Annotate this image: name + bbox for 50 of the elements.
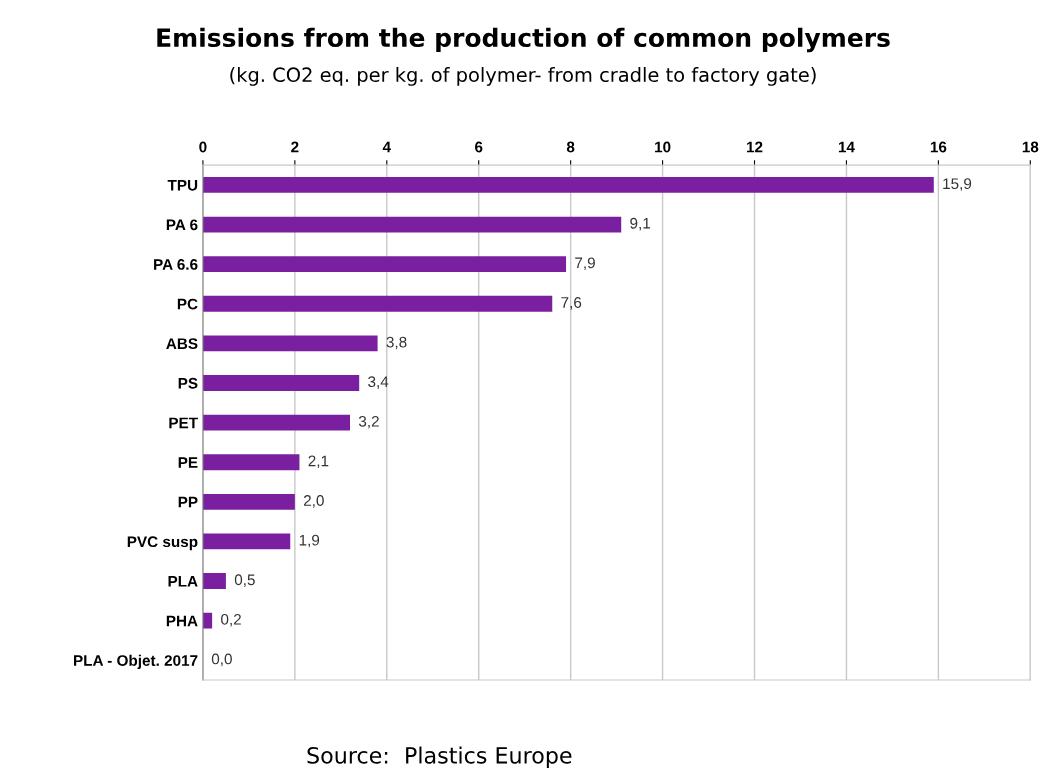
data-label: 2,0 (303, 495, 324, 508)
bar (202, 493, 295, 510)
bar (202, 295, 553, 312)
data-label: 3,8 (386, 336, 407, 350)
y-tick-label: PHA (166, 615, 198, 627)
data-label: 2,1 (308, 455, 329, 469)
y-tick-label: PLA (168, 576, 198, 587)
x-tick-label: 0 (199, 141, 207, 153)
y-tick-label: PC (177, 298, 198, 310)
chart-title: Emissions from the production of common polymers (157, 27, 890, 53)
data-label: 3,2 (358, 415, 379, 429)
data-label: 15,9 (943, 178, 972, 191)
bar (202, 375, 360, 391)
data-label: 0,0 (211, 653, 232, 667)
data-label: 7,6 (561, 297, 582, 310)
y-tick-label: PE (178, 457, 198, 468)
x-tick-label: 6 (475, 141, 483, 153)
y-tick-label: PS (178, 377, 198, 389)
x-tick-label: 16 (930, 141, 947, 153)
x-tick-label: 10 (655, 141, 671, 153)
bar (202, 216, 622, 233)
data-label: 0,5 (234, 574, 255, 587)
bar (202, 573, 226, 589)
y-tick-label: PVC susp (127, 536, 198, 551)
bar (202, 414, 351, 431)
x-tick-label: 8 (566, 141, 575, 153)
x-tick-label: 12 (746, 141, 763, 153)
y-tick-label: PET (169, 417, 198, 429)
x-tick-label: 18 (1022, 141, 1039, 153)
y-tick-label: PP (178, 496, 198, 508)
data-label: 9,1 (630, 217, 651, 231)
y-tick-label: PLA - Objet. 2017 (74, 654, 198, 669)
data-label: 3,4 (368, 376, 389, 389)
data-label: 0,2 (221, 613, 241, 627)
y-tick-label: PA 6 (166, 219, 198, 231)
bar (202, 454, 300, 471)
x-tick-label: 14 (838, 141, 855, 153)
x-tick-label: 2 (291, 141, 299, 153)
bar (202, 533, 291, 550)
bar (202, 256, 567, 273)
bar (202, 177, 934, 193)
bar (202, 335, 378, 352)
data-label: 1,9 (299, 534, 320, 548)
source-note: Source: Plastics Europe (307, 746, 572, 769)
chart-subtitle: (kg. CO2 eq. per kg. of polymer- from cradle to factory gate) (230, 67, 816, 86)
x-tick-label: 4 (382, 141, 391, 153)
y-tick-label: PA 6.6 (154, 259, 198, 270)
data-label: 7,9 (575, 257, 595, 271)
y-tick-label: ABS (166, 338, 198, 350)
y-tick-label: TPU (167, 179, 198, 191)
